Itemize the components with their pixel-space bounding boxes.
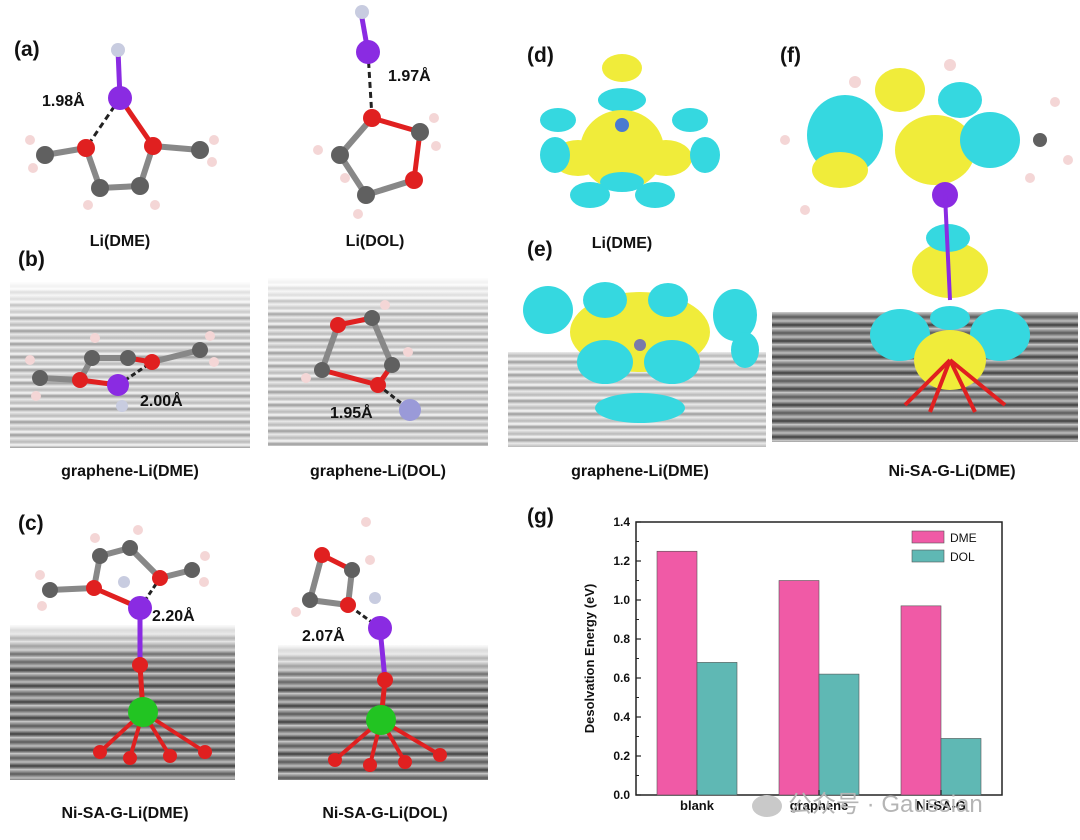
y-tick-label: 0.6 <box>613 671 630 685</box>
legend-label-dol: DOL <box>950 550 975 564</box>
li-dol-molecule <box>313 5 441 219</box>
legend-label-dme: DME <box>950 531 977 545</box>
y-tick-label: 0.8 <box>613 632 630 646</box>
bar-dol-ni-sa-g <box>940 738 982 796</box>
caption-a-dme: Li(DME) <box>89 233 151 250</box>
y-tick-label: 1.0 <box>613 593 630 607</box>
x-tick-label: Ni-SA-G <box>916 798 966 813</box>
bar-dol-blank <box>696 662 738 796</box>
y-tick-label: 0.4 <box>613 710 630 724</box>
ni-sa-g-li-dol-molecule <box>291 517 447 772</box>
x-tick-label: graphene <box>790 798 849 813</box>
legend-swatch-dol <box>911 549 945 563</box>
panel-label-b: (b) <box>18 248 45 271</box>
graphene-slab-dol <box>268 278 488 446</box>
bar-dme-ni-sa-g <box>900 605 942 796</box>
y-tick-label: 0.2 <box>613 749 630 763</box>
bar-dme-graphene <box>778 580 820 796</box>
wechat-icon <box>752 794 782 817</box>
legend-swatch-dme <box>911 530 945 544</box>
watermark: 公众号 · Gaussian <box>752 784 983 819</box>
caption-a-dol: Li(DOL) <box>345 233 405 250</box>
bond-length-a-dme: 1.98Å <box>42 93 85 110</box>
bar-dol-graphene <box>818 673 860 796</box>
y-tick-label: 1.4 <box>613 515 630 529</box>
x-tick-label: blank <box>680 798 715 813</box>
bar-dme-blank <box>656 550 698 796</box>
caption-e: graphene-Li(DME) <box>571 463 709 480</box>
y-tick-label: 0.0 <box>613 788 630 802</box>
caption-f: Ni-SA-G-Li(DME) <box>888 463 1016 480</box>
caption-c-dme: Ni-SA-G-Li(DME) <box>61 805 189 822</box>
panel-label-e: (e) <box>527 238 553 261</box>
bond-length-b-dol: 1.95Å <box>330 405 373 422</box>
panel-label-a: (a) <box>14 38 40 61</box>
panel-label-c: (c) <box>18 512 44 535</box>
ni-sa-g-slab-dme <box>10 625 235 780</box>
li-dme-molecule <box>25 43 219 210</box>
bond-length-a-dol: 1.97Å <box>388 68 431 85</box>
ni-sa-g-li-dme-molecule <box>35 525 212 765</box>
panel-label-d: (d) <box>527 44 554 67</box>
bond-length-c-dol: 2.07Å <box>302 628 345 645</box>
bond-length-b-dme: 2.00Å <box>140 393 183 410</box>
graphene-li-dme-molecule <box>25 331 219 412</box>
graphene-li-dol-molecule <box>301 300 421 421</box>
caption-b-dol: graphene-Li(DOL) <box>310 463 446 480</box>
panel-label-f: (f) <box>780 44 801 67</box>
y-axis-label: Desolvation Energy (eV) <box>582 584 597 734</box>
bond-length-c-dme: 2.20Å <box>152 608 195 625</box>
caption-b-dme: graphene-Li(DME) <box>61 463 199 480</box>
y-tick-label: 1.2 <box>613 554 630 568</box>
panel-label-g: (g) <box>527 505 554 528</box>
watermark-text: 公众号 · Gaussian <box>788 791 983 818</box>
caption-d: Li(DME) <box>591 235 653 252</box>
caption-c-dol: Ni-SA-G-Li(DOL) <box>322 805 448 822</box>
